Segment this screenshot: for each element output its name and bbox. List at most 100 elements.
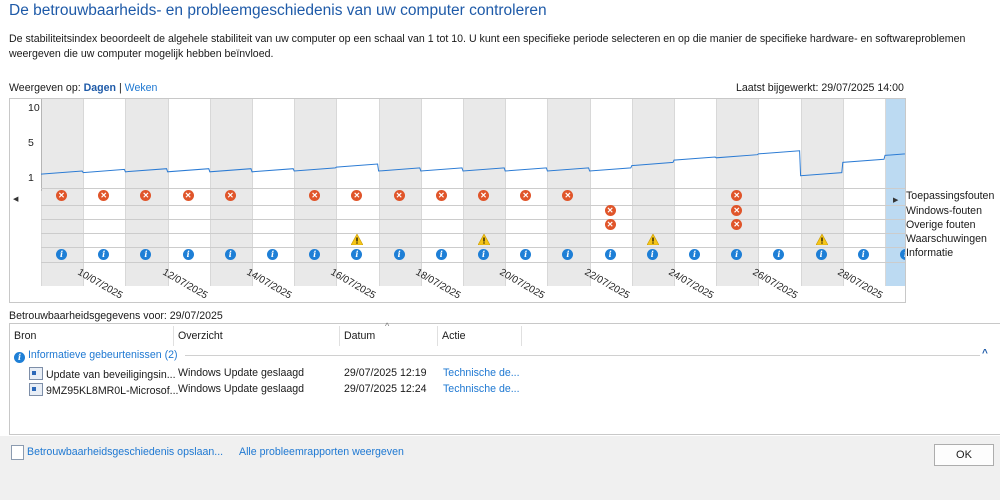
all-reports-link[interactable]: Alle probleemrapporten weergeven [239,446,404,458]
view-toggle: Weergeven op: Dagen | Weken [9,82,157,94]
scroll-right-icon[interactable]: ▶ [893,197,899,204]
info-icon[interactable]: i [393,249,405,260]
page-title: De betrouwbaarheids- en probleemgeschied… [9,2,547,19]
error-x-icon[interactable]: ✕ [604,219,616,230]
warning-triangle-icon[interactable] [477,233,491,246]
col-action[interactable]: Actie [442,330,466,342]
legend-application-errors: Toepassingsfouten [906,190,995,202]
day-column[interactable] [842,99,886,286]
legend-information: Informatie [906,247,954,259]
info-icon[interactable]: i [224,249,236,260]
save-document-icon [11,445,24,460]
row-divider [41,262,905,263]
footer-bar [0,436,1000,500]
details-table[interactable]: Bron Overzicht Datum ^ Actie i Informati… [9,321,1000,435]
info-icon[interactable]: i [435,249,447,260]
error-x-icon[interactable]: ✕ [140,190,152,201]
row-date: 29/07/2025 12:24 [344,383,427,395]
error-x-icon[interactable]: ✕ [478,190,489,201]
info-icon[interactable]: i [182,249,194,260]
info-icon[interactable]: i [689,249,700,260]
error-x-icon[interactable]: ✕ [351,190,363,201]
col-separator[interactable] [339,326,340,346]
error-x-icon[interactable]: ✕ [731,205,743,216]
day-column[interactable] [252,99,295,286]
info-icon[interactable]: i [773,249,785,260]
info-icon[interactable]: i [604,249,616,260]
error-x-icon[interactable]: ✕ [309,190,321,201]
day-column[interactable] [885,99,905,286]
info-icon[interactable]: i [351,249,363,260]
info-icon[interactable]: i [309,249,321,260]
day-column[interactable] [83,99,126,286]
warning-triangle-icon[interactable] [646,233,660,246]
info-icon: i [14,352,25,363]
row-source: 9MZ95KL8MR0L-Microsof... [46,385,179,397]
info-icon[interactable]: i [562,249,574,260]
y-tick-10: 10 [28,102,40,114]
table-row[interactable]: Update van beveiligingsin... [29,367,176,381]
group-header[interactable]: i Informatieve gebeurtenissen (2) [14,349,178,363]
warning-triangle-icon[interactable] [815,233,829,246]
info-icon[interactable]: i [478,249,489,260]
day-column[interactable] [589,99,633,286]
info-icon[interactable]: i [140,249,152,260]
col-separator[interactable] [521,326,522,346]
row-divider [41,247,905,248]
table-row[interactable]: 9MZ95KL8MR0L-Microsof... [29,383,178,397]
error-x-icon[interactable]: ✕ [731,190,743,201]
info-icon[interactable]: i [815,249,827,260]
day-column[interactable] [505,99,548,286]
row-action-link[interactable]: Technische de... [443,367,520,379]
row-divider [41,233,905,234]
error-x-icon[interactable]: ✕ [224,190,236,201]
row-summary: Windows Update geslaagd [178,383,305,395]
col-separator[interactable] [173,326,174,346]
col-separator[interactable] [437,326,438,346]
legend-warnings: Waarschuwingen [906,233,987,245]
error-x-icon[interactable]: ✕ [98,190,110,201]
day-column[interactable] [758,99,801,286]
update-icon [29,383,43,396]
col-source[interactable]: Bron [14,330,37,342]
col-summary[interactable]: Overzicht [178,330,223,342]
info-icon[interactable]: i [731,249,743,260]
scroll-left-icon[interactable]: ◀ [13,196,19,203]
col-date[interactable]: Datum [344,330,376,342]
info-icon[interactable]: i [646,249,658,260]
collapse-icon[interactable]: ^ [982,348,988,359]
view-separator: | [118,82,122,94]
error-x-icon[interactable]: ✕ [393,190,405,201]
view-weeks-link[interactable]: Weken [124,82,158,94]
view-days-link[interactable]: Dagen [83,82,116,94]
error-x-icon[interactable]: ✕ [604,205,616,216]
stability-chart[interactable]: 10 5 1 ◀ ✕ ✕ ✕ ✕ ✕ ✕ ✕ ✕ ✕ ✕ ✕ ✕ ✕ ✕ ✕ ✕ ✕ i i i i i i i i i i i i i i… [9,98,906,303]
row-date: 29/07/2025 12:19 [344,367,427,379]
group-label: Informatieve gebeurtenissen (2) [27,349,178,361]
row-action-link[interactable]: Technische de... [443,383,520,395]
day-column[interactable] [336,99,379,286]
save-history-link[interactable]: Betrouwbaarheidsgeschiedenis opslaan... [27,446,224,458]
info-icon[interactable]: i [98,249,110,260]
info-icon[interactable]: i [520,249,532,260]
info-icon[interactable]: i [56,249,67,260]
row-divider [41,188,905,189]
day-column[interactable] [674,99,717,286]
y-tick-1: 1 [28,172,34,184]
row-source: Update van beveiligingsin... [46,369,176,381]
error-x-icon[interactable]: ✕ [435,190,447,201]
ok-button[interactable]: OK [934,444,994,466]
error-x-icon[interactable]: ✕ [520,190,532,201]
info-icon[interactable]: i [900,249,905,260]
day-column[interactable] [167,99,211,286]
legend-windows-errors: Windows-fouten [906,205,982,217]
error-x-icon[interactable]: ✕ [562,190,574,201]
info-icon[interactable]: i [857,249,869,260]
row-summary: Windows Update geslaagd [178,367,305,379]
day-column[interactable] [420,99,464,286]
info-icon[interactable]: i [267,249,278,260]
error-x-icon[interactable]: ✕ [182,190,194,201]
error-x-icon[interactable]: ✕ [56,190,67,201]
error-x-icon[interactable]: ✕ [731,219,743,230]
warning-triangle-icon[interactable] [350,233,364,246]
